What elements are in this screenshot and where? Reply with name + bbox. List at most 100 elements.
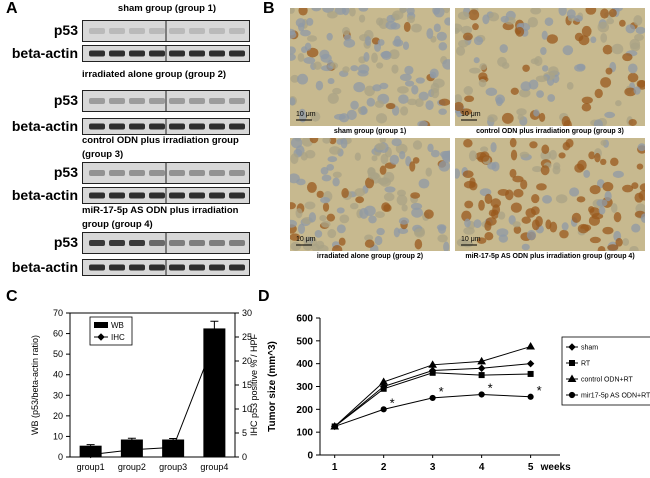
- cell: [350, 100, 359, 110]
- cell: [581, 25, 592, 37]
- cell: [488, 12, 500, 22]
- cell: [432, 78, 445, 88]
- cell: [433, 23, 441, 33]
- cell: [367, 166, 375, 177]
- cell: [438, 42, 448, 51]
- marker: [569, 360, 575, 366]
- cell: [342, 26, 351, 36]
- cell: [588, 151, 596, 160]
- cell: [327, 93, 339, 104]
- cell: [297, 73, 309, 85]
- x-tick-label: group4: [200, 462, 228, 472]
- cell: [311, 243, 320, 251]
- cell: [540, 46, 547, 56]
- blot-image: [89, 260, 245, 275]
- cell: [389, 154, 400, 165]
- cell: [598, 206, 606, 215]
- blot: [82, 187, 250, 204]
- cell: [484, 220, 492, 232]
- band: [149, 98, 165, 104]
- blot-image: [89, 119, 245, 134]
- scale-label: 10 μm: [461, 236, 481, 243]
- x-tick-label: 5: [528, 462, 534, 473]
- cell: [513, 188, 524, 198]
- cell: [375, 113, 388, 124]
- cell: [364, 205, 376, 217]
- band: [89, 28, 105, 34]
- legend-label: sham: [581, 345, 598, 352]
- band: [189, 264, 205, 271]
- cell: [509, 138, 517, 148]
- cell: [558, 152, 566, 159]
- cell: [528, 79, 539, 90]
- band: [109, 192, 125, 199]
- blot: [82, 232, 250, 254]
- cell: [426, 28, 434, 40]
- marker: [568, 343, 576, 351]
- cell: [612, 170, 624, 178]
- cell: [531, 219, 540, 231]
- caption: sham group (group 1): [333, 128, 407, 135]
- cell: [332, 245, 343, 251]
- marker: [429, 369, 436, 376]
- cell: [629, 245, 639, 251]
- marker: [526, 342, 535, 350]
- cell: [371, 52, 378, 63]
- cell: [633, 15, 643, 26]
- marker: [567, 374, 577, 382]
- blot: [82, 118, 250, 135]
- cell: [596, 199, 608, 207]
- band: [149, 28, 165, 34]
- cell: [290, 30, 297, 39]
- cell: [346, 109, 357, 121]
- cell: [608, 8, 617, 18]
- marker: [477, 356, 487, 365]
- cell: [460, 108, 473, 116]
- band: [89, 264, 105, 271]
- cell: [343, 38, 356, 48]
- cell: [398, 94, 409, 104]
- cell: [600, 139, 607, 146]
- marker: [210, 338, 219, 346]
- significance-mark: *: [390, 395, 395, 410]
- band: [149, 123, 165, 130]
- micrograph-image: 10 μm: [290, 138, 450, 251]
- cell: [336, 138, 344, 145]
- cell: [329, 138, 337, 145]
- cell: [299, 108, 306, 116]
- cell: [501, 62, 510, 69]
- marker: [428, 360, 438, 368]
- blot: [82, 20, 250, 42]
- marker: [97, 333, 105, 341]
- cell: [520, 179, 528, 190]
- cell: [295, 18, 306, 28]
- cell: [336, 207, 345, 214]
- band: [129, 123, 145, 130]
- band: [129, 264, 145, 271]
- y2-tick-label: 15: [242, 380, 252, 390]
- band: [189, 170, 205, 176]
- cell: [521, 216, 531, 224]
- cell: [574, 32, 584, 42]
- cell: [615, 100, 622, 107]
- cell: [290, 138, 303, 149]
- cell: [594, 152, 601, 163]
- cell: [430, 149, 440, 158]
- cell: [588, 206, 595, 213]
- cell: [306, 35, 318, 42]
- band: [129, 192, 145, 199]
- marker: [478, 372, 485, 379]
- cell: [510, 87, 519, 95]
- cell: [468, 150, 477, 162]
- cell: [542, 195, 553, 204]
- cell: [615, 237, 623, 247]
- cell: [569, 187, 580, 197]
- cell: [513, 225, 522, 234]
- cell: [462, 32, 473, 41]
- cell: [392, 39, 404, 47]
- cell: [418, 91, 429, 101]
- band: [169, 98, 185, 104]
- cell: [479, 151, 490, 162]
- cell: [417, 120, 428, 126]
- cell: [303, 56, 316, 64]
